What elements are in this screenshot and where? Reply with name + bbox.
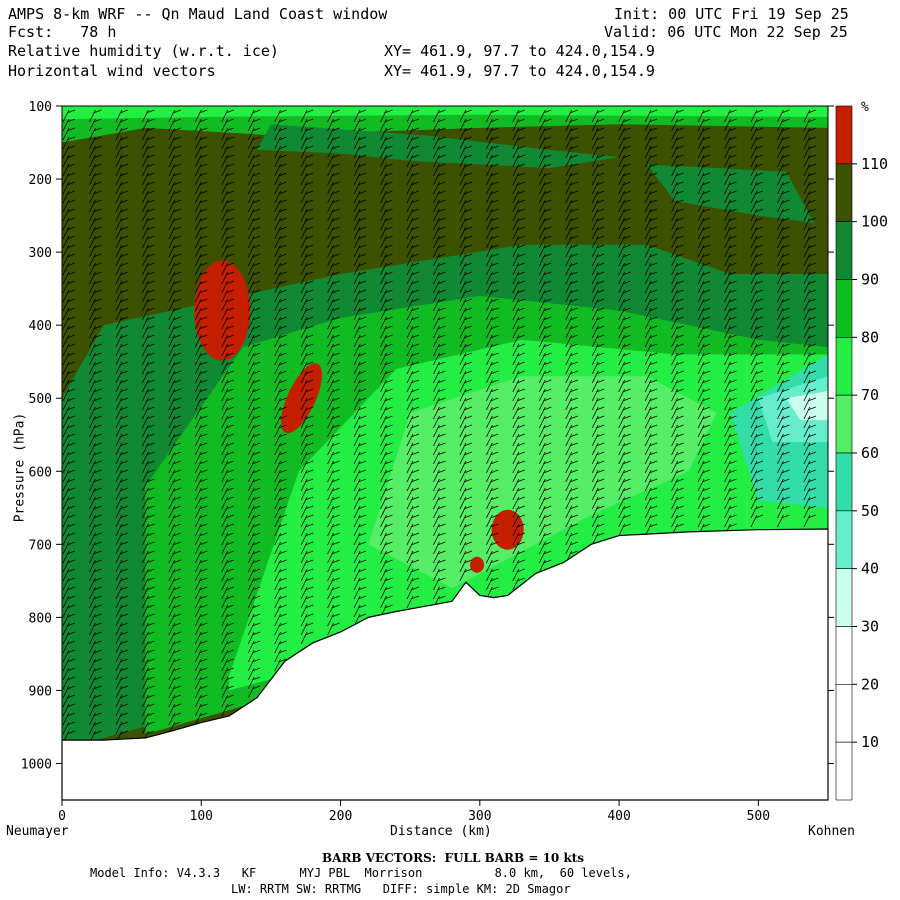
colorbar-label-40: 40 [861,560,879,578]
colorbar-swatch-9 [835,626,853,685]
xy-range-1: XY= 461.9, 97.7 to 424.0,154.9 [384,42,655,60]
colorbar-swatch-5 [835,394,853,454]
colorbar-label-60: 60 [861,444,879,462]
y-tick-label-700: 700 [29,538,52,553]
terrain [61,528,829,801]
y-tick-label-400: 400 [29,319,52,334]
y-tick-label-500: 500 [29,392,52,407]
colorbar-label-100: 100 [861,213,888,231]
wind-barb-lines [62,109,817,744]
rh-supersat-patch-4 [470,556,485,573]
x-axis-title: Distance (km) [390,824,492,839]
colorbar-swatch-4 [835,337,853,396]
x-tick-label-300: 300 [468,809,491,824]
x-end-label-left: Neumayer [6,824,69,839]
field-name-rh: Relative humidity (w.r.t. ice) [8,42,279,60]
y-tick-label-800: 800 [29,611,52,626]
y-tick-label-100: 100 [29,100,52,115]
colorbar-swatch-10 [835,684,853,743]
colorbar-swatch-8 [835,568,853,627]
colorbar-label-80: 80 [861,328,879,346]
colorbar-label-110: 110 [861,155,888,173]
model-info: Model Info: V4.3.3 KF MYJ PBL Morrison 8… [90,866,632,880]
field-name-wind: Horizontal wind vectors [8,62,216,80]
x-tick-label-100: 100 [190,809,213,824]
y-tick-label-600: 600 [29,465,52,480]
init-time: Init: 00 UTC Fri 19 Sep 25 [614,5,849,23]
colorbar-label-50: 50 [861,502,879,520]
y-tick-label-900: 900 [29,684,52,699]
colorbar-label-90: 90 [861,271,879,289]
colorbar-swatch-1 [835,163,853,222]
colorbar-label-10: 10 [861,733,879,751]
y-tick-label-1000: 1000 [21,757,52,772]
colorbar-swatch-2 [835,221,853,280]
colorbar-swatch-11 [835,741,853,801]
model-info-2: LW: RRTM SW: RRTMG DIFF: simple KM: 2D S… [231,882,571,896]
chart-title: AMPS 8-km WRF -- Qn Maud Land Coast wind… [8,5,388,23]
rh-upper-patch-1 [256,124,620,169]
colorbar-label-30: 30 [861,618,879,636]
x-tick-label-0: 0 [58,809,66,824]
y-tick-label-300: 300 [29,246,52,261]
plot-frame [61,105,829,801]
colorbar-swatch-6 [835,452,853,512]
wind-barbs [62,109,817,744]
forecast-hour: Fcst: 78 h [8,23,117,41]
y-tick-label-200: 200 [29,173,52,188]
colorbar-swatch-3 [835,279,853,338]
colorbar-unit: % [861,100,869,115]
x-tick-label-500: 500 [747,809,770,824]
x-tick-label-200: 200 [329,809,352,824]
colorbar-swatch-0 [835,105,853,165]
rh-band-30-40 [786,390,828,421]
colorbar-label-70: 70 [861,386,879,404]
valid-time: Valid: 06 UTC Mon 22 Sep 25 [604,23,848,41]
xy-range-2: XY= 461.9, 97.7 to 424.0,154.9 [384,62,655,80]
x-tick-label-400: 400 [607,809,630,824]
colorbar-label-20: 20 [861,675,879,693]
rh-band-top-80 [62,106,828,120]
rh-band-60-70 [368,376,717,589]
barb-note: BARB VECTORS: FULL BARB = 10 kts [322,851,585,865]
colorbar-swatch-7 [835,510,853,569]
x-end-label-right: Kohnen [808,824,855,839]
y-axis-title: Pressure (hPa) [12,412,28,523]
